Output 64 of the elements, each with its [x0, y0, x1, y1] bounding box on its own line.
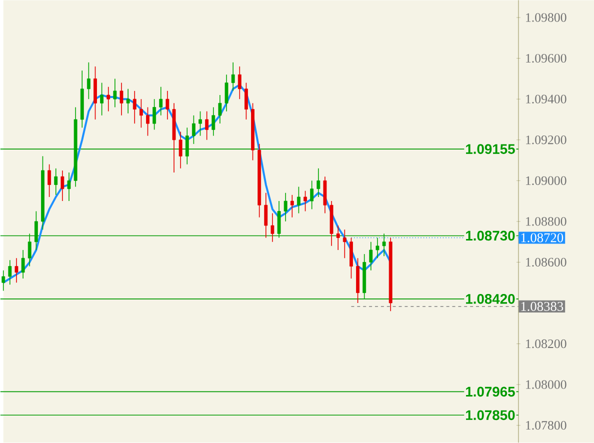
- y-tick-label: 1.08600: [526, 258, 566, 267]
- candlestick: [316, 168, 320, 198]
- y-tick-label: 1.09600: [526, 54, 566, 63]
- y-tick-label: 1.07800: [526, 421, 566, 430]
- y-tick-label: 1.08800: [526, 217, 566, 226]
- candlestick: [139, 98, 143, 128]
- y-tick-label: 1.09200: [526, 136, 566, 144]
- candlestick: [304, 190, 307, 212]
- candlestick: [28, 233, 32, 267]
- ref-line-label: 1.07965: [466, 386, 515, 397]
- candlestick: [120, 82, 124, 116]
- ref-line-label: 1.08720: [521, 233, 564, 242]
- candlestick: [376, 237, 380, 259]
- y-tick-label: 1.09000: [526, 176, 566, 186]
- candlestick: [212, 106, 216, 136]
- candlestick: [34, 210, 38, 250]
- candlestick: [270, 212, 274, 242]
- candlestick: [382, 233, 386, 257]
- candlestick: [284, 192, 288, 222]
- candlestick: [113, 78, 117, 108]
- ref-line-label: 1.08383: [521, 302, 564, 312]
- candlestick: [192, 115, 196, 144]
- ref-line-label: 1.08730: [466, 230, 515, 241]
- candlestick: [2, 270, 6, 292]
- candlestick: [205, 110, 209, 140]
- candlestick: [21, 250, 25, 279]
- ref-line-label: 1.08420: [466, 294, 515, 304]
- candlestick: [86, 62, 90, 100]
- candlestick: [297, 186, 300, 214]
- candlestick: [100, 82, 104, 116]
- candlestick: [132, 90, 136, 124]
- candlestick: [218, 94, 222, 124]
- candlestick: [126, 88, 130, 114]
- candlestick: [106, 86, 110, 112]
- candlestick: [48, 164, 52, 198]
- candlestick: [14, 258, 18, 284]
- candlestick: [159, 86, 163, 116]
- candlestick: [238, 66, 242, 100]
- candlestick: [310, 180, 314, 210]
- y-tick-label: 1.09400: [526, 94, 566, 104]
- candlestick: [290, 194, 294, 218]
- candlestick: [198, 110, 202, 136]
- candlestick: [8, 260, 12, 286]
- y-tick-label: 1.08000: [526, 380, 566, 390]
- candlestick: [342, 229, 346, 259]
- candlestick: [185, 127, 189, 165]
- candlestick: [264, 192, 268, 238]
- candlestick: [152, 98, 156, 130]
- candlestick: [244, 82, 248, 120]
- ref-line-label: 1.09155: [466, 144, 515, 154]
- y-tick-label: 1.09800: [526, 13, 566, 22]
- y-tick-label: 1.08200: [526, 339, 566, 348]
- candlestick: [369, 241, 373, 271]
- candlestick: [60, 170, 64, 202]
- candlestick: [231, 62, 235, 92]
- candlestick: [336, 225, 340, 250]
- candlestick: [224, 74, 228, 112]
- candlestick: [178, 131, 182, 169]
- candlestick: [146, 106, 150, 136]
- candlestick: [67, 172, 71, 202]
- candlestick: [54, 168, 58, 196]
- ref-line-label: 1.07850: [466, 410, 515, 420]
- candlestick: [166, 90, 170, 120]
- candlestick: [277, 200, 281, 238]
